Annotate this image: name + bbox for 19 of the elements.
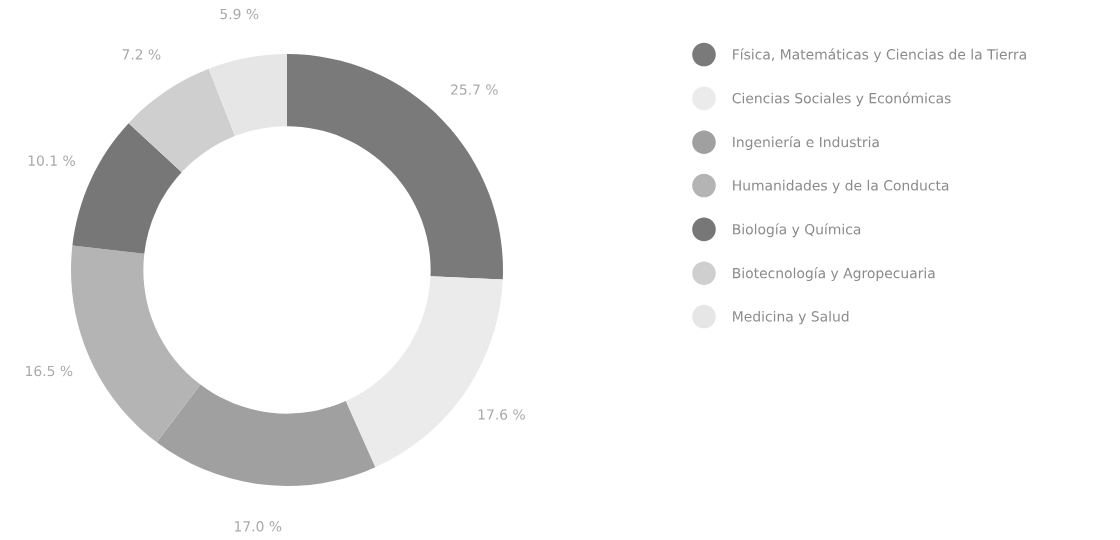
- donut-slice: [156, 384, 376, 486]
- data-label: 17.0 %: [235, 521, 282, 532]
- data-label: 10.1 %: [28, 155, 75, 166]
- data-label: 5.9 %: [220, 8, 259, 20]
- legend-label: Biología y Química: [733, 223, 861, 238]
- legend-label: Medicina y Salud: [733, 310, 849, 325]
- legend-label: Humanidades y de la Conducta: [733, 179, 949, 194]
- donut-slice: [71, 245, 201, 443]
- data-label: 17.6 %: [478, 409, 525, 420]
- data-label: 7.2 %: [122, 49, 161, 60]
- data-label: 25.7 %: [451, 84, 498, 95]
- donut-slice: [208, 54, 287, 137]
- donut-slice: [287, 54, 503, 280]
- legend-label: Biotecnología y Agropecuaria: [733, 267, 935, 282]
- donut-slice: [128, 68, 235, 173]
- legend-label: Ingeniería e Industria: [733, 136, 879, 150]
- legend-label: Ciencias Sociales y Económicas: [732, 92, 951, 107]
- data-label: 16.5 %: [26, 365, 73, 377]
- legend-label: Física, Matemáticas y Ciencias de la Tierra: [733, 48, 1026, 63]
